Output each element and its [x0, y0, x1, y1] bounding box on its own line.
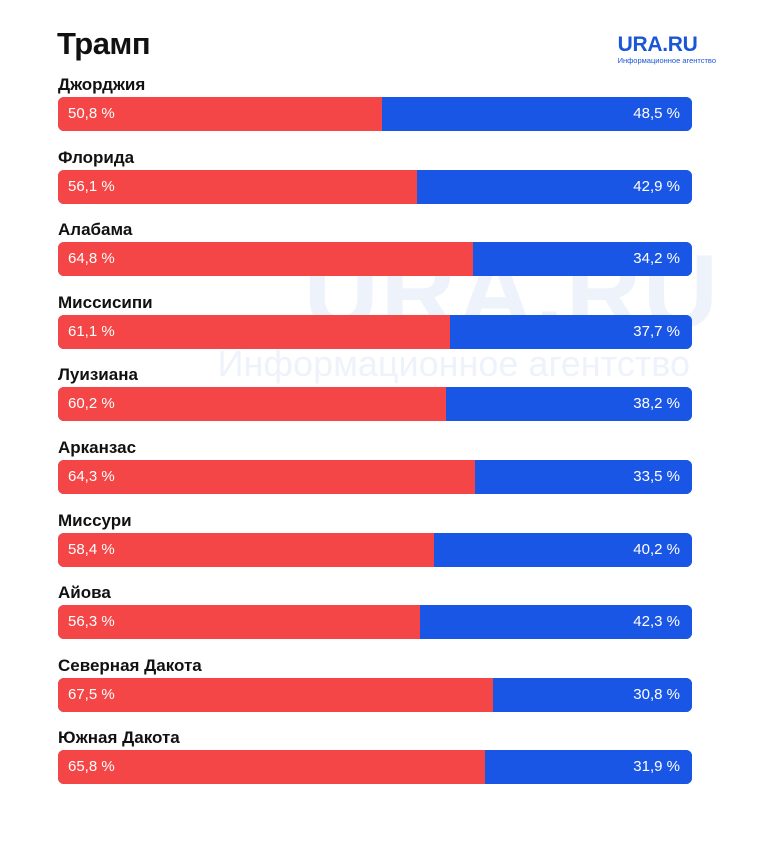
trump-value-label: 65,8 % — [68, 758, 115, 776]
trump-bar-segment — [58, 387, 446, 422]
harris-value-label: 48,5 % — [633, 105, 680, 122]
result-bar: 61,1 % 37,7 % — [58, 314, 692, 349]
harris-bar-segment — [420, 605, 692, 640]
result-bar: 67,5 % 30,8 % — [58, 677, 692, 712]
trump-value-label: 67,5 % — [68, 685, 115, 703]
trump-bar-segment — [58, 750, 485, 785]
trump-bar-segment — [58, 242, 473, 277]
result-bar: 56,1 % 42,9 % — [58, 169, 692, 204]
harris-bar-segment — [445, 387, 692, 422]
harris-bar-segment — [493, 677, 692, 712]
harris-bar-segment — [450, 314, 692, 349]
harris-bar-segment — [433, 532, 692, 567]
result-bar: 60,2 % 38,2 % — [58, 387, 692, 422]
trump-value-label: 58,4 % — [68, 540, 115, 558]
state-label: Миссури — [58, 510, 132, 530]
harris-value-label: 42,9 % — [633, 177, 680, 195]
harris-bar-segment — [472, 242, 692, 277]
state-label: Джорджия — [58, 75, 146, 94]
brand-logo[interactable]: URA.RU Информационное агентство — [618, 34, 716, 66]
harris-bar-segment — [485, 750, 692, 785]
harris-value-label: 37,7 % — [633, 322, 680, 340]
harris-value-label: 30,8 % — [633, 685, 680, 703]
state-label: Северная Дакота — [58, 655, 202, 675]
harris-value-label: 31,9 % — [633, 758, 680, 776]
trump-value-label: 56,1 % — [68, 177, 115, 195]
state-row: Южная Дакота 65,8 % 31,9 % — [58, 728, 692, 800]
trump-value-label: 50,8 % — [68, 105, 115, 122]
state-row: Миссисипи 61,1 % 37,7 % — [58, 293, 692, 365]
result-bar: 64,3 % 33,5 % — [58, 460, 692, 494]
state-row: Миссури 58,4 % 40,2 % — [58, 511, 692, 583]
result-bar: 65,8 % 31,9 % — [58, 750, 692, 785]
chart-title: Трамп — [57, 26, 151, 61]
trump-bar-segment — [58, 605, 420, 640]
state-label: Луизиана — [58, 365, 138, 385]
state-label: Айова — [58, 583, 111, 603]
result-bar: 50,8 % 48,5 % — [58, 97, 692, 131]
trump-bar-segment — [58, 460, 475, 494]
harris-value-label: 33,5 % — [633, 468, 680, 485]
trump-value-label: 64,8 % — [68, 250, 115, 268]
trump-value-label: 61,1 % — [68, 322, 115, 340]
harris-bar-segment — [417, 169, 692, 204]
state-label: Алабама — [58, 220, 133, 240]
state-label: Арканзас — [58, 438, 137, 457]
logo-name: URA.RU — [617, 33, 698, 56]
state-row: Северная Дакота 67,5 % 30,8 % — [58, 656, 692, 728]
harris-value-label: 34,2 % — [633, 250, 680, 268]
trump-bar-segment — [58, 169, 418, 204]
result-bar: 64,8 % 34,2 % — [58, 242, 692, 277]
state-row: Алабама 64,8 % 34,2 % — [58, 220, 692, 292]
state-label: Миссисипи — [58, 292, 153, 312]
state-label: Флорида — [58, 147, 135, 167]
trump-value-label: 60,2 % — [68, 395, 115, 413]
state-row: Айова 56,3 % 42,3 % — [58, 583, 692, 655]
harris-value-label: 42,3 % — [633, 613, 680, 631]
state-row: Джорджия 50,8 % 48,5 % — [58, 75, 692, 147]
harris-value-label: 38,2 % — [633, 395, 680, 413]
harris-bar-segment — [474, 460, 692, 494]
state-row: Луизиана 60,2 % 38,2 % — [58, 365, 692, 437]
result-bar: 58,4 % 40,2 % — [58, 532, 692, 567]
result-bar: 56,3 % 42,3 % — [58, 605, 692, 640]
harris-value-label: 40,2 % — [633, 540, 680, 558]
state-row: Арканзас 64,3 % 33,5 % — [58, 438, 692, 510]
trump-bar-segment — [58, 97, 383, 131]
state-row: Флорида 56,1 % 42,9 % — [58, 148, 692, 220]
harris-bar-segment — [382, 97, 692, 131]
trump-value-label: 64,3 % — [68, 468, 115, 485]
logo-caption: Информационное агентство — [617, 56, 716, 65]
trump-bar-segment — [58, 677, 494, 712]
trump-bar-segment — [58, 532, 434, 567]
trump-bar-segment — [58, 314, 451, 349]
trump-value-label: 56,3 % — [68, 613, 115, 631]
state-label: Южная Дакота — [58, 728, 180, 748]
